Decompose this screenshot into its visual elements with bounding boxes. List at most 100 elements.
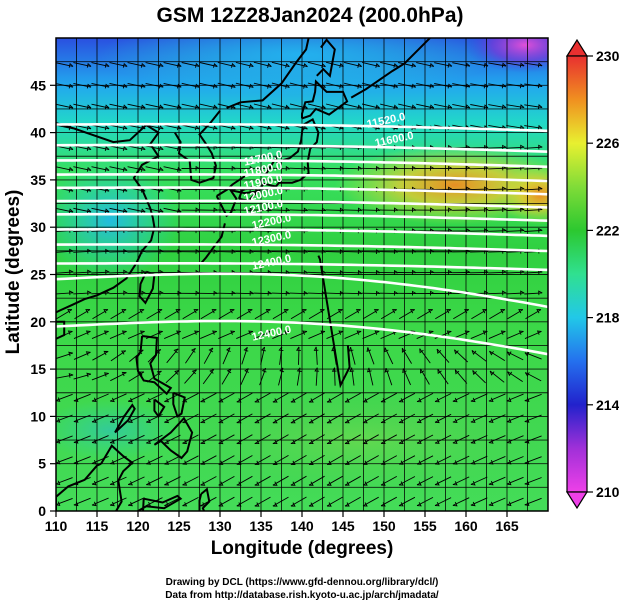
streamline-arrowhead bbox=[164, 481, 170, 486]
x-tick-label: 150 bbox=[372, 518, 396, 534]
y-tick-label: 40 bbox=[30, 125, 46, 141]
streamline-arrowhead bbox=[213, 62, 218, 68]
streamline-segment bbox=[200, 455, 217, 465]
x-tick-label: 130 bbox=[208, 518, 232, 534]
streamline-arrowhead bbox=[362, 439, 368, 445]
streamline-segment bbox=[235, 292, 254, 295]
streamline-arrowhead bbox=[314, 367, 320, 372]
streamline-segment bbox=[200, 476, 217, 486]
streamline-arrowhead bbox=[326, 481, 332, 486]
streamline-arrowhead bbox=[159, 269, 164, 275]
streamline-arrowhead bbox=[128, 501, 133, 507]
streamline-arrowhead bbox=[159, 248, 164, 254]
streamline-segment bbox=[182, 331, 199, 340]
coast-sakhalin bbox=[316, 38, 336, 78]
height-contour bbox=[56, 143, 548, 153]
streamline-arrowhead bbox=[254, 398, 260, 403]
streamline-segment bbox=[452, 414, 470, 423]
streamline-arrowhead bbox=[213, 290, 218, 296]
streamline-arrowhead bbox=[231, 165, 236, 171]
streamline-arrowhead bbox=[301, 309, 307, 314]
streamline-segment bbox=[253, 103, 272, 109]
streamline-arrowhead bbox=[73, 459, 79, 465]
streamline-arrowhead bbox=[339, 83, 344, 89]
streamline-arrowhead bbox=[500, 330, 506, 335]
streamline-arrowhead bbox=[362, 418, 368, 424]
streamline-segment bbox=[361, 209, 380, 211]
streamline-segment bbox=[290, 413, 307, 424]
streamline-segment bbox=[325, 167, 344, 170]
streamline-segment bbox=[325, 292, 344, 295]
streamline-arrowhead bbox=[177, 290, 182, 296]
streamline-arrowhead bbox=[146, 418, 152, 424]
streamline-arrowhead bbox=[236, 460, 242, 465]
streamline-segment bbox=[289, 167, 308, 170]
streamline-arrowhead bbox=[110, 439, 115, 444]
streamline-arrowhead bbox=[139, 371, 145, 376]
streamline-segment bbox=[271, 251, 290, 253]
streamline-segment bbox=[470, 147, 489, 149]
streamline-arrowhead bbox=[303, 63, 308, 68]
height-contour bbox=[56, 272, 548, 309]
streamline-arrowhead bbox=[321, 165, 327, 171]
streamline-segment bbox=[452, 476, 470, 486]
streamline-segment bbox=[91, 103, 110, 109]
streamline-arrowhead bbox=[447, 83, 453, 89]
streamline-arrowhead bbox=[91, 397, 97, 403]
streamline-segment bbox=[200, 392, 217, 403]
streamline-arrowhead bbox=[87, 269, 92, 275]
streamline-arrowhead bbox=[176, 330, 181, 335]
streamline-arrowhead bbox=[177, 125, 182, 131]
streamline-segment bbox=[307, 209, 326, 211]
streamline-segment bbox=[506, 271, 525, 274]
streamline-segment bbox=[452, 62, 470, 67]
streamline-arrowhead bbox=[85, 309, 90, 314]
streamline-arrowhead bbox=[158, 62, 164, 68]
streamline-arrowhead bbox=[524, 439, 530, 444]
streamline-arrowhead bbox=[538, 290, 543, 296]
streamline-arrowhead bbox=[86, 83, 92, 89]
streamline-segment bbox=[488, 393, 506, 402]
y-tick-label: 0 bbox=[38, 503, 46, 519]
streamline-segment bbox=[524, 414, 542, 422]
streamline-segment bbox=[218, 476, 235, 486]
streamline-arrowhead bbox=[471, 350, 477, 355]
map-plot-area: 11520.011600.011700.011800.011900.012000… bbox=[56, 38, 548, 511]
streamline-segment bbox=[506, 250, 525, 253]
streamline-segment bbox=[127, 166, 146, 171]
streamline-segment bbox=[110, 350, 127, 362]
streamline-segment bbox=[128, 393, 145, 402]
streamline-arrowhead bbox=[249, 207, 254, 213]
streamline-segment bbox=[289, 209, 308, 211]
streamline-arrowhead bbox=[236, 418, 242, 424]
streamline-arrowhead bbox=[375, 269, 381, 275]
streamline-arrowhead bbox=[182, 502, 188, 507]
streamline-segment bbox=[164, 497, 181, 507]
streamline-arrowhead bbox=[412, 249, 417, 254]
streamline-arrowhead bbox=[290, 502, 296, 507]
streamline-arrowhead bbox=[339, 270, 345, 275]
streamline-arrowhead bbox=[158, 166, 164, 172]
streamline-segment bbox=[92, 351, 109, 361]
streamline-arrowhead bbox=[146, 481, 152, 486]
streamline-arrowhead bbox=[267, 104, 272, 110]
streamline-segment bbox=[290, 331, 308, 340]
streamline-arrowhead bbox=[434, 460, 440, 465]
streamline-segment bbox=[56, 374, 74, 379]
streamline-arrowhead bbox=[141, 290, 146, 296]
streamline-arrowhead bbox=[91, 480, 97, 486]
streamline-arrowhead bbox=[374, 330, 380, 335]
x-axis-ticks: 110 115 120 125 130 135 140 145 150 155 160 165 bbox=[45, 511, 519, 534]
streamline-arrowhead bbox=[128, 439, 133, 444]
wind-streamlines bbox=[56, 61, 543, 507]
streamline-segment bbox=[343, 292, 362, 295]
streamline-segment bbox=[351, 367, 355, 386]
streamline-segment bbox=[402, 368, 412, 386]
streamline-arrowhead bbox=[105, 248, 110, 254]
streamline-arrowhead bbox=[73, 397, 79, 402]
streamline-arrowhead bbox=[104, 104, 110, 110]
streamline-arrowhead bbox=[339, 290, 345, 296]
streamline-arrowhead bbox=[139, 330, 145, 335]
streamline-arrowhead bbox=[375, 249, 381, 255]
streamline-segment bbox=[470, 393, 488, 402]
